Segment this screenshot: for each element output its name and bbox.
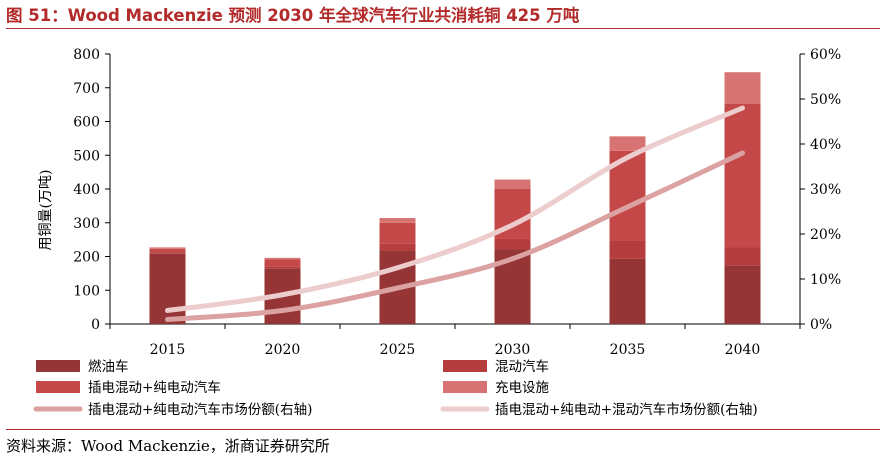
legend-swatch-4 bbox=[443, 381, 487, 393]
y-tick-label: 600 bbox=[73, 115, 100, 131]
legend-label-4: 充电设施 bbox=[495, 380, 549, 396]
y2-tick-label: 20% bbox=[810, 227, 841, 243]
bar-segment-3 bbox=[149, 248, 186, 253]
bar-segment-3 bbox=[264, 259, 301, 267]
y-tick-label: 800 bbox=[73, 47, 100, 63]
share-lines bbox=[165, 105, 745, 322]
tick-labels: 0 100 200 300 400 500 600 700 800 0% 10% 20% 30% 40% 5… bbox=[73, 47, 841, 358]
y-tick-label: 500 bbox=[73, 148, 100, 164]
bar-segment-3 bbox=[379, 222, 416, 244]
figure-title: 图 51：Wood Mackenzie 预测 2030 年全球汽车行业共消耗铜 … bbox=[6, 6, 580, 25]
y-tick-label: 400 bbox=[73, 182, 100, 198]
legend-label-3: 插电混动+纯电动汽车 bbox=[88, 379, 221, 396]
bars bbox=[149, 72, 761, 324]
title-rule bbox=[6, 28, 880, 29]
source-rule bbox=[6, 429, 880, 430]
legend-label-5: 插电混动+纯电动汽车市场份额(右轴) bbox=[88, 401, 312, 418]
bar-segment-4 bbox=[609, 136, 646, 151]
bar-segment-1 bbox=[724, 265, 761, 324]
x-tick-label: 2015 bbox=[150, 342, 186, 358]
bar-segment-2 bbox=[264, 266, 301, 269]
y-tick-label: 700 bbox=[73, 81, 100, 97]
axes bbox=[105, 53, 805, 329]
y2-tick-label: 40% bbox=[810, 137, 841, 153]
y2-tick-label: 10% bbox=[810, 272, 841, 288]
y-tick-label: 200 bbox=[73, 250, 100, 266]
bar-segment-4 bbox=[379, 218, 416, 223]
copper-usage-chart: 0 100 200 300 400 500 600 700 800 0% 10% 20% 30% 40% 5… bbox=[33, 47, 841, 418]
bar-segment-1 bbox=[609, 258, 646, 324]
share-line-2 bbox=[165, 105, 745, 313]
y-axis-label: 用铜量(万吨) bbox=[38, 170, 54, 251]
legend-swatch-3 bbox=[36, 381, 80, 393]
x-tick-label: 2025 bbox=[380, 342, 416, 358]
legend-label-1: 燃油车 bbox=[88, 358, 129, 375]
bar-segment-3 bbox=[724, 103, 761, 248]
bar-segment-4 bbox=[724, 72, 761, 104]
bar-segment-2 bbox=[379, 243, 416, 251]
bar-segment-4 bbox=[494, 179, 531, 189]
y-tick-label: 300 bbox=[73, 216, 100, 232]
y2-tick-label: 60% bbox=[810, 47, 841, 63]
bar-segment-4 bbox=[149, 247, 186, 249]
y2-tick-label: 50% bbox=[810, 92, 841, 108]
y2-tick-label: 0% bbox=[810, 317, 832, 333]
y2-tick-label: 30% bbox=[810, 182, 841, 198]
share-line-1 bbox=[165, 150, 745, 322]
legend-label-2: 混动汽车 bbox=[495, 358, 549, 375]
bar-segment-2 bbox=[494, 238, 531, 250]
bar-segment-2 bbox=[149, 252, 186, 254]
x-tick-label: 2030 bbox=[495, 342, 531, 358]
legend-label-6: 插电混动+纯电动+混动汽车市场份额(右轴) bbox=[495, 401, 758, 418]
source-note: 资料来源：Wood Mackenzie，浙商证券研究所 bbox=[6, 437, 330, 455]
bar-segment-2 bbox=[724, 247, 761, 266]
bar-segment-1 bbox=[149, 253, 186, 324]
legend-swatch-1 bbox=[36, 360, 80, 372]
bar-segment-4 bbox=[264, 257, 301, 260]
bar-segment-2 bbox=[609, 240, 646, 259]
legend-swatch-2 bbox=[443, 360, 487, 372]
x-tick-label: 2020 bbox=[265, 342, 301, 358]
x-tick-label: 2035 bbox=[610, 342, 646, 358]
x-tick-label: 2040 bbox=[725, 342, 761, 358]
y-tick-label: 100 bbox=[73, 283, 100, 299]
y-tick-label: 0 bbox=[91, 317, 100, 333]
